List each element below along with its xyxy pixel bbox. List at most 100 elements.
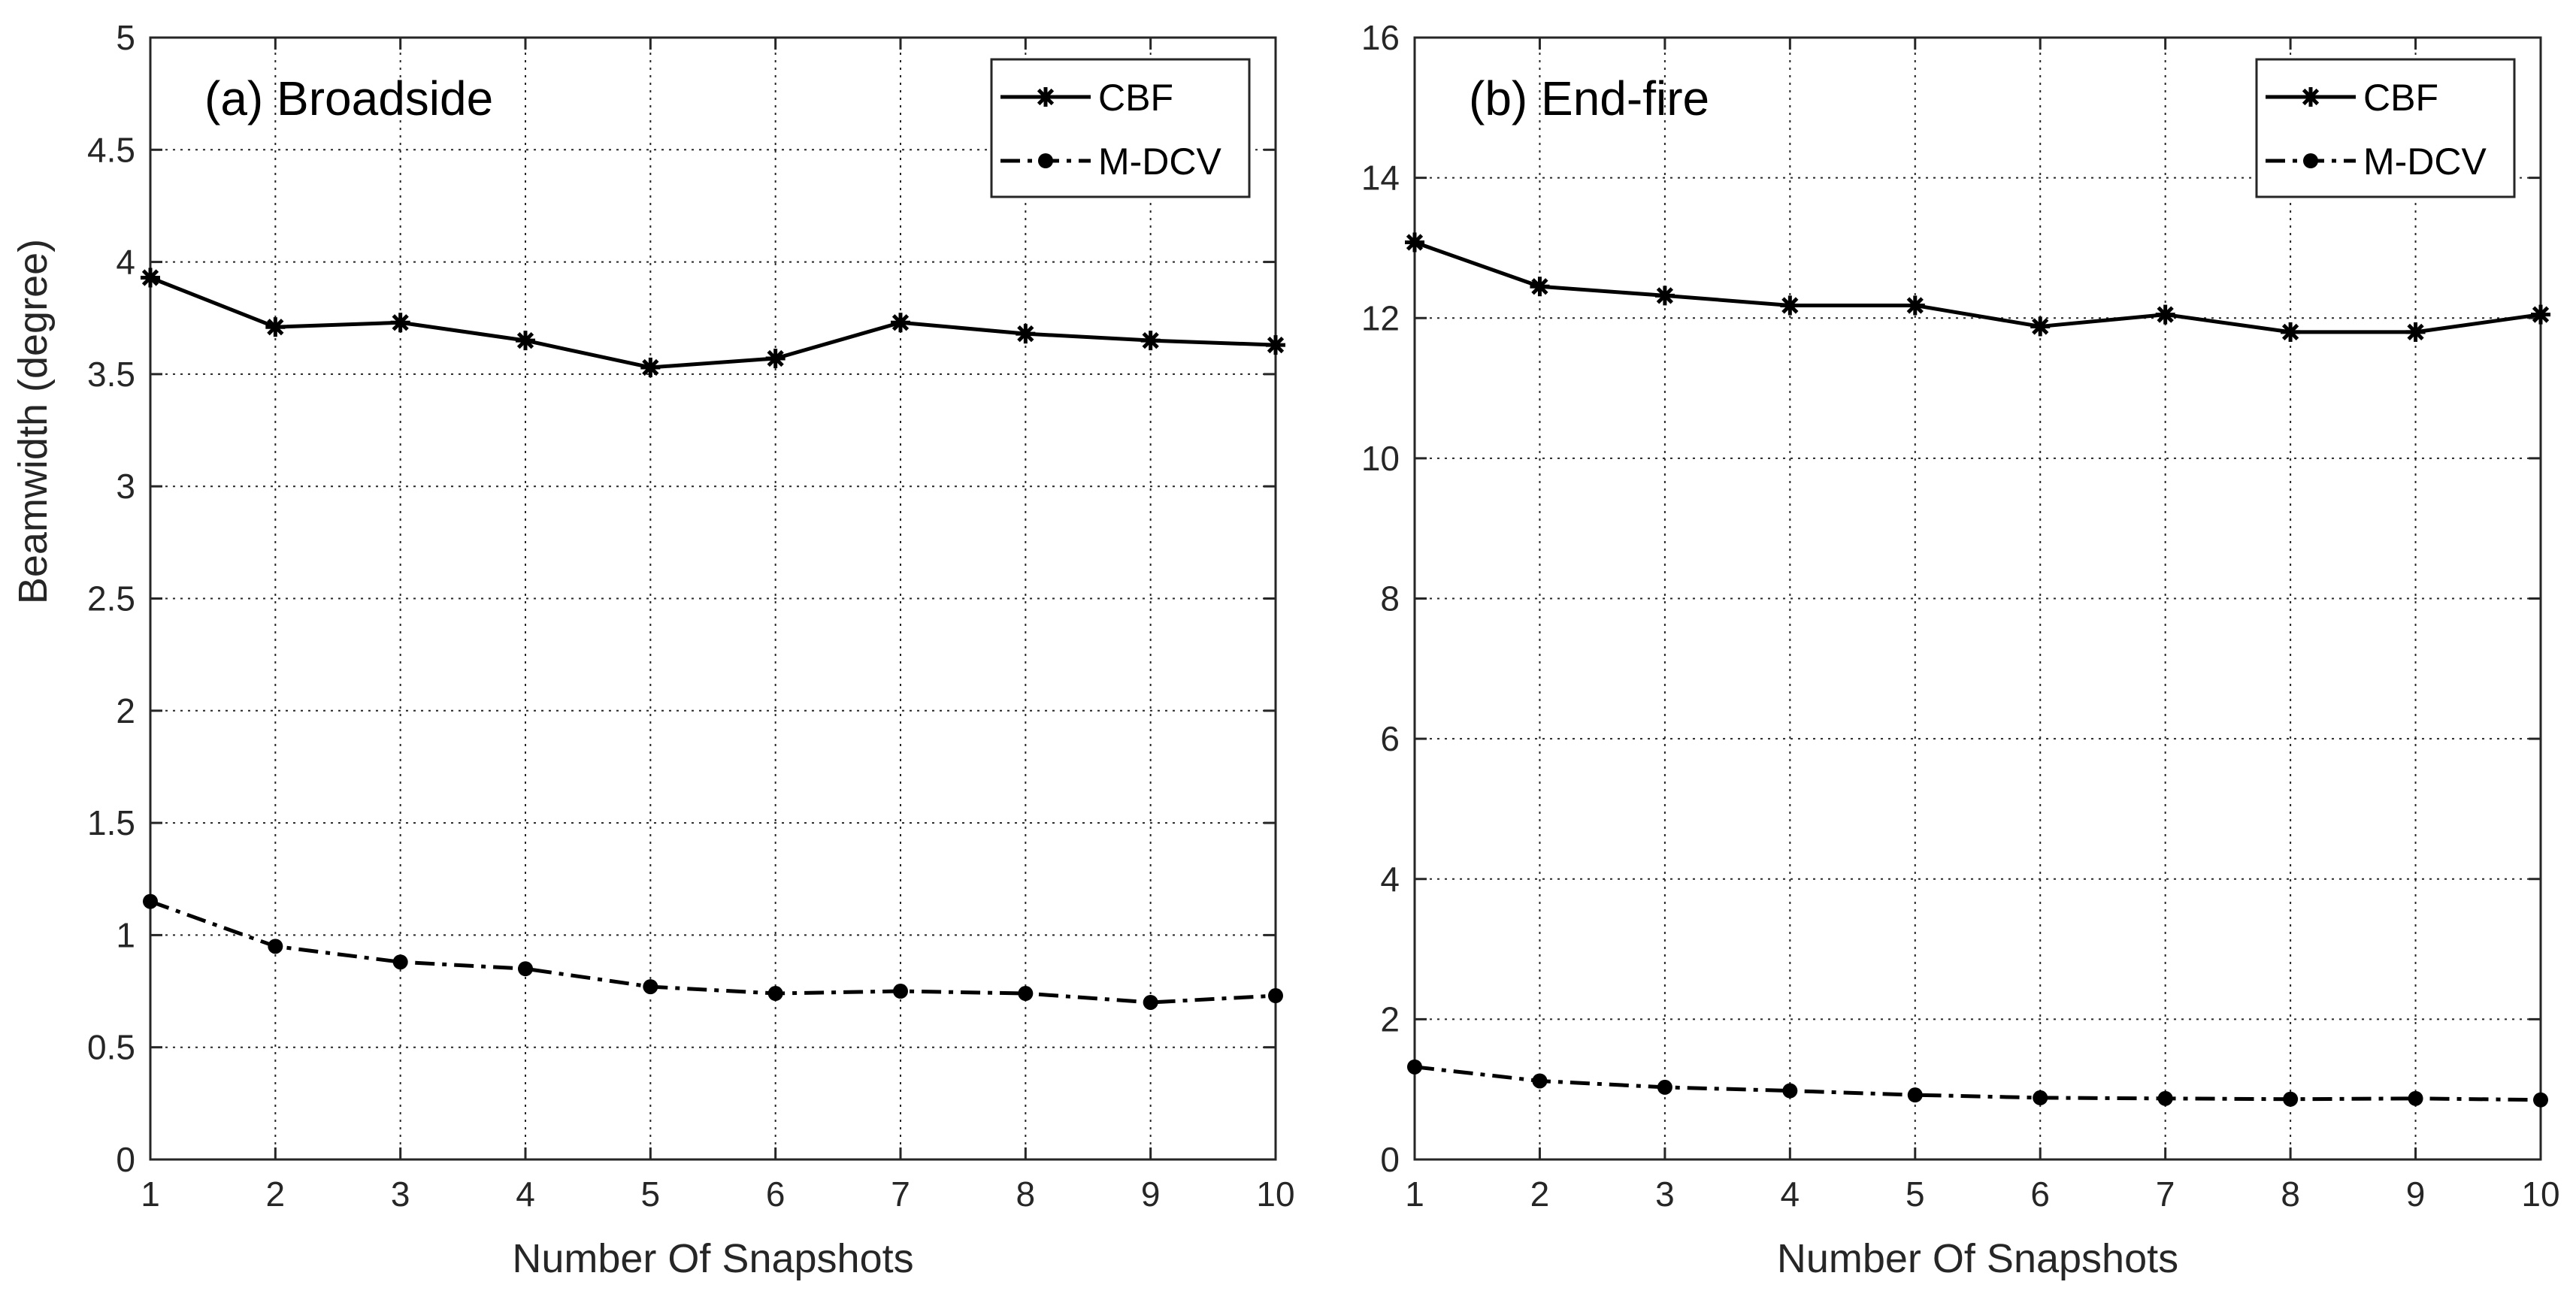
y-tick-label: 0.5 <box>87 1028 135 1067</box>
y-tick-label: 5 <box>116 18 135 57</box>
y-tick-label: 2 <box>1380 999 1400 1038</box>
panel-a-broadside: 1 2 3 4 5 6 7 8 9 10 0 0.5 1 1.5 2 2.5 3 3.5 4 4.5 5 Number O… <box>87 18 1295 1281</box>
shared-y-axis-label: Beamwidth (degree) <box>11 239 56 604</box>
data-point-cbf <box>2531 304 2550 325</box>
x-tick-label: 1 <box>1405 1175 1424 1214</box>
legend-marker-m-dcv <box>2303 153 2318 168</box>
data-point-m-dcv <box>2408 1090 2423 1106</box>
data-point-cbf <box>1016 324 1036 344</box>
y-tick-label: 8 <box>1380 579 1400 618</box>
y-tick-label: 4.5 <box>87 130 135 169</box>
data-point-m-dcv <box>643 979 658 995</box>
data-point-cbf <box>1140 331 1161 351</box>
series-cbf <box>141 268 1285 377</box>
series-cbf <box>1405 232 2550 342</box>
legend-label-cbf: CBF <box>2363 77 2438 119</box>
x-tick-label: 4 <box>516 1175 535 1214</box>
data-point-m-dcv <box>2033 1090 2048 1105</box>
legend-marker-cbf <box>2301 87 2320 107</box>
panel-title: (a) Broadside <box>204 71 493 125</box>
legend-box <box>2255 58 2516 198</box>
y-tick-label: 3 <box>116 467 135 506</box>
y-tick-label: 0 <box>1380 1140 1400 1179</box>
x-tick-label: 2 <box>266 1175 286 1214</box>
series-line-cbf <box>150 276 1276 370</box>
data-point-m-dcv <box>2533 1092 2548 1108</box>
y-tick-label: 3.5 <box>87 355 135 394</box>
x-tick-label: 7 <box>2156 1175 2175 1214</box>
x-tick-label: 8 <box>1016 1175 1036 1214</box>
legend-marker-cbf <box>1036 87 1055 107</box>
data-point-cbf <box>1654 286 1675 306</box>
x-tick-label: 5 <box>1906 1175 1925 1214</box>
x-tick-label: 6 <box>2030 1175 2050 1214</box>
data-point-cbf <box>1905 295 1925 316</box>
legend-label-cbf: CBF <box>1098 77 1173 119</box>
data-point-cbf <box>390 313 410 333</box>
x-tick-label: 6 <box>766 1175 786 1214</box>
legend-label-m-dcv: M-DCV <box>1098 141 1222 183</box>
legend-box <box>990 58 1251 198</box>
y-tick-label: 16 <box>1361 18 1400 57</box>
series-line-m-dcv <box>1414 1065 2541 1102</box>
x-tick-label: 9 <box>1141 1175 1161 1214</box>
data-point-m-dcv <box>2283 1091 2299 1107</box>
data-point-m-dcv <box>1907 1087 1923 1103</box>
plot-area-b <box>1415 38 2541 1159</box>
data-point-m-dcv <box>1018 986 1034 1002</box>
legend-b: CBF M-DCV <box>2255 58 2516 198</box>
x-tick-label: 5 <box>641 1175 661 1214</box>
data-point-m-dcv <box>1143 994 1158 1010</box>
legend-label-m-dcv: M-DCV <box>2363 141 2487 183</box>
y-tick-label: 4 <box>1380 860 1400 899</box>
data-point-cbf <box>765 348 786 368</box>
x-tick-label: 9 <box>2406 1175 2426 1214</box>
data-point-cbf <box>1405 232 1424 252</box>
x-tick-label: 7 <box>891 1175 910 1214</box>
y-tick-label: 1.5 <box>87 803 135 842</box>
data-point-cbf <box>141 268 160 288</box>
data-point-cbf <box>891 313 910 333</box>
x-axis-label: Number Of Snapshots <box>512 1236 913 1281</box>
x-tick-label: 10 <box>1256 1175 1294 1214</box>
y-tick-label: 0 <box>116 1140 135 1179</box>
x-tick-label: 4 <box>1781 1175 1800 1214</box>
x-tick-label: 2 <box>1530 1175 1550 1214</box>
data-point-m-dcv <box>767 986 783 1002</box>
data-point-m-dcv <box>1782 1083 1798 1099</box>
legend-a: CBF M-DCV <box>990 58 1251 198</box>
x-tick-label: 3 <box>1655 1175 1675 1214</box>
data-point-cbf <box>265 317 286 337</box>
x-tick-label: 10 <box>2521 1175 2559 1214</box>
x-tick-label: 3 <box>391 1175 410 1214</box>
data-point-cbf <box>2030 316 2051 337</box>
plot-area-a <box>150 38 1276 1159</box>
y-tick-label: 2 <box>116 691 135 730</box>
y-tick-label: 6 <box>1380 719 1400 758</box>
y-tick-label: 2.5 <box>87 579 135 618</box>
y-tick-label: 14 <box>1361 159 1400 198</box>
x-tick-label: 1 <box>141 1175 160 1214</box>
data-point-cbf <box>1530 277 1550 297</box>
data-point-m-dcv <box>2157 1090 2173 1106</box>
data-point-m-dcv <box>1532 1073 1548 1089</box>
legend-marker-m-dcv <box>1038 153 1053 168</box>
data-point-cbf <box>2155 304 2175 325</box>
data-point-m-dcv <box>893 984 908 999</box>
data-point-m-dcv <box>518 961 533 977</box>
y-tick-label: 12 <box>1361 298 1400 337</box>
data-point-m-dcv <box>1657 1079 1672 1095</box>
data-point-cbf <box>640 357 661 377</box>
y-tick-label: 10 <box>1361 439 1400 478</box>
data-point-m-dcv <box>143 893 158 909</box>
series-line-m-dcv <box>150 899 1276 1005</box>
x-tick-label: 8 <box>2281 1175 2300 1214</box>
series-m-dcv <box>143 893 1283 1010</box>
data-point-m-dcv <box>268 939 283 954</box>
data-point-cbf <box>1780 295 1800 316</box>
data-point-cbf <box>1266 335 1285 355</box>
data-point-m-dcv <box>1407 1059 1422 1075</box>
series-line-cbf <box>1414 240 2541 334</box>
y-tick-label: 4 <box>116 243 135 282</box>
